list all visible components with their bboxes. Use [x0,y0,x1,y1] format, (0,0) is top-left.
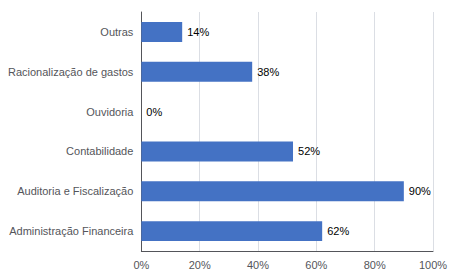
svg-text:14%: 14% [187,26,209,38]
svg-text:Contabilidade: Contabilidade [66,145,133,157]
svg-text:90%: 90% [409,185,431,197]
svg-text:Outras: Outras [100,26,134,38]
svg-text:62%: 62% [327,225,349,237]
svg-text:Auditoria e Fiscalização: Auditoria e Fiscalização [17,185,133,197]
svg-text:0%: 0% [146,106,162,118]
svg-text:Ouvidoria: Ouvidoria [86,106,134,118]
svg-text:40%: 40% [247,259,269,271]
svg-text:20%: 20% [189,259,211,271]
svg-text:Racionalização de gastos: Racionalização de gastos [8,66,134,78]
svg-text:60%: 60% [305,259,327,271]
svg-text:52%: 52% [298,145,320,157]
svg-text:38%: 38% [257,66,279,78]
svg-text:Administração Financeira: Administração Financeira [9,225,134,237]
svg-text:80%: 80% [364,259,386,271]
svg-text:0%: 0% [133,259,149,271]
svg-text:100%: 100% [419,259,447,271]
